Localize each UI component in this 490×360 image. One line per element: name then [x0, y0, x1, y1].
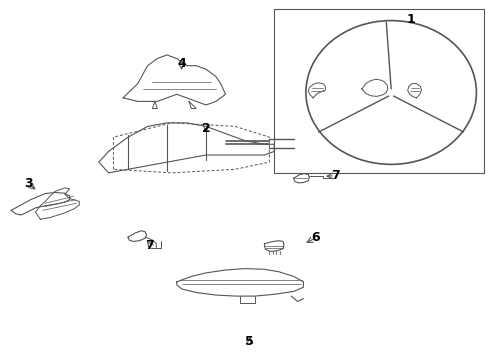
Text: 6: 6 — [311, 231, 320, 244]
Text: 1: 1 — [406, 13, 415, 26]
Text: 5: 5 — [245, 335, 254, 348]
Bar — [274, 9, 484, 173]
Text: 7: 7 — [146, 239, 154, 252]
Text: 2: 2 — [202, 122, 210, 135]
Text: 7: 7 — [331, 169, 340, 182]
Text: 4: 4 — [177, 57, 186, 71]
Text: 3: 3 — [24, 177, 32, 190]
